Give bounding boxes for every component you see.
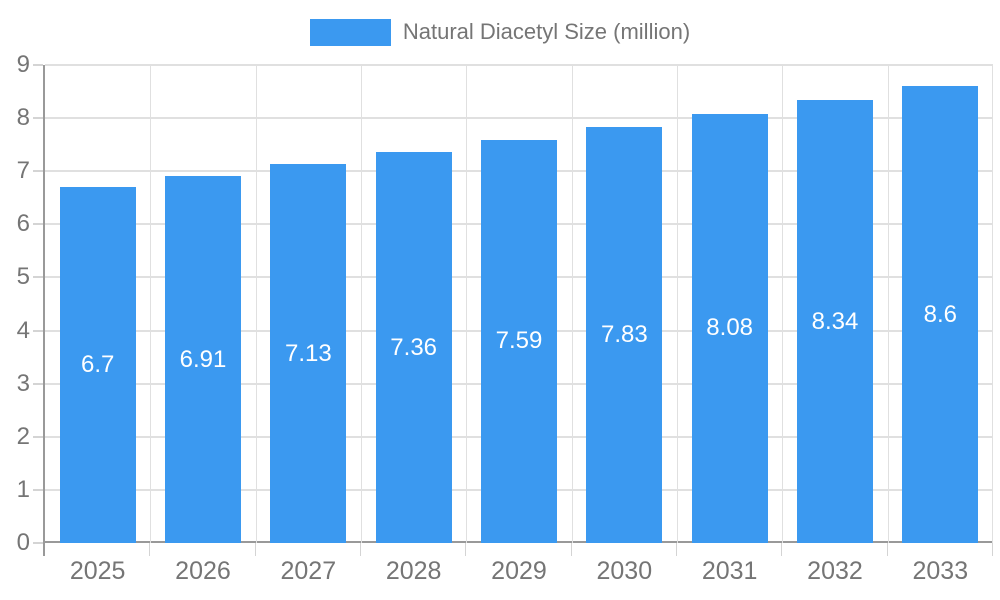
x-tick-mark [254, 543, 256, 556]
y-tick-label: 4 [16, 316, 30, 344]
bar-value-label: 8.34 [811, 307, 859, 335]
gridline-vertical [361, 65, 362, 543]
gridline-vertical [782, 65, 784, 543]
y-tick-label: 0 [16, 529, 30, 556]
y-tick-mark [33, 542, 43, 544]
legend-series-label: Natural Diacetyl Size (million) [402, 19, 691, 44]
plot-area: 6.7 6.91 7.13 7.36 7.59 7.83 8.08 8.34 8.6 [45, 64, 993, 543]
y-tick-label: 7 [16, 157, 30, 185]
bar: 6.7 [59, 187, 136, 543]
gridline-vertical [887, 65, 889, 543]
x-tick-mark [992, 543, 993, 556]
bar-value-label: 7.13 [284, 339, 332, 367]
y-axis-line [43, 65, 45, 556]
bar: 7.59 [481, 139, 557, 543]
x-tick-label: 2028 [385, 557, 442, 585]
x-tick-label: 2025 [69, 557, 126, 585]
x-tick-mark [781, 543, 783, 556]
y-tick-mark [33, 435, 43, 438]
y-tick-label: 5 [16, 263, 30, 291]
y-tick-mark [33, 223, 43, 226]
legend[interactable]: Natural Diacetyl Size (million) [0, 18, 1000, 46]
gridline-horizontal [45, 117, 993, 120]
bar-value-label: 7.59 [495, 327, 543, 355]
bar-value-label: 7.83 [600, 321, 648, 349]
y-tick-mark [33, 170, 43, 173]
y-tick-label: 8 [16, 104, 30, 132]
y-tick-mark [33, 488, 43, 491]
x-tick-mark [465, 543, 467, 556]
gridline-vertical [255, 65, 257, 543]
bar: 8.08 [691, 113, 768, 543]
x-tick-label: 2030 [596, 557, 653, 585]
legend-swatch [309, 18, 391, 46]
y-tick-mark [33, 329, 43, 332]
y-tick-mark [33, 64, 43, 66]
bar: 7.36 [375, 152, 452, 543]
gridline-vertical [571, 65, 573, 543]
y-tick-label: 9 [16, 51, 30, 78]
x-tick-label: 2029 [491, 557, 547, 585]
y-tick-mark [33, 117, 43, 120]
x-tick-label: 2033 [912, 557, 969, 585]
gridline-vertical [992, 65, 993, 543]
bar: 8.6 [902, 86, 979, 543]
y-tick-mark [33, 276, 43, 279]
x-tick-mark [360, 543, 361, 556]
gridline-vertical [677, 65, 678, 543]
y-tick-mark [33, 382, 43, 385]
y-tick-label: 2 [16, 422, 30, 450]
x-tick-mark [570, 543, 572, 556]
x-tick-label: 2027 [280, 557, 337, 585]
bar-value-label: 7.36 [390, 333, 438, 361]
bar: 7.13 [270, 164, 347, 543]
x-tick-label: 2032 [807, 557, 863, 585]
bar: 8.34 [797, 100, 873, 543]
x-tick-mark [149, 543, 151, 556]
gridline-horizontal [45, 64, 993, 66]
bar-value-label: 6.7 [80, 351, 115, 379]
y-tick-label: 1 [16, 475, 30, 503]
y-tick-label: 3 [16, 369, 30, 397]
gridline-vertical [466, 65, 468, 543]
x-tick-mark [886, 543, 888, 556]
x-tick-label: 2026 [175, 557, 231, 585]
x-tick-mark [676, 543, 677, 556]
bar: 6.91 [165, 176, 241, 543]
x-tick-label: 2031 [701, 557, 758, 585]
bar: 7.83 [586, 127, 663, 543]
gridline-vertical [150, 65, 152, 543]
bar-value-label: 8.08 [706, 314, 754, 342]
bar-value-label: 6.91 [179, 345, 227, 373]
y-tick-label: 6 [16, 210, 30, 238]
bar-value-label: 8.6 [923, 300, 958, 328]
